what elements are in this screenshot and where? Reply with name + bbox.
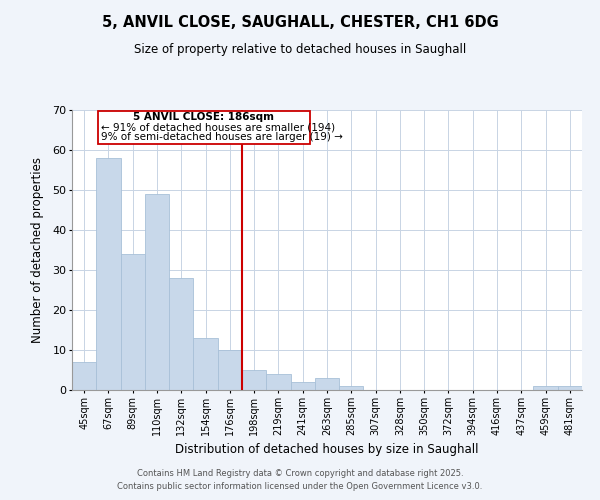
- Y-axis label: Number of detached properties: Number of detached properties: [31, 157, 44, 343]
- Bar: [533, 386, 558, 390]
- Bar: [169, 278, 193, 390]
- Bar: [193, 338, 218, 390]
- Bar: [266, 374, 290, 390]
- Bar: [72, 362, 96, 390]
- Bar: [242, 370, 266, 390]
- Bar: [96, 158, 121, 390]
- Bar: [339, 386, 364, 390]
- Text: Contains public sector information licensed under the Open Government Licence v3: Contains public sector information licen…: [118, 482, 482, 491]
- Bar: [145, 194, 169, 390]
- Text: 5, ANVIL CLOSE, SAUGHALL, CHESTER, CH1 6DG: 5, ANVIL CLOSE, SAUGHALL, CHESTER, CH1 6…: [101, 15, 499, 30]
- Text: 9% of semi-detached houses are larger (19) →: 9% of semi-detached houses are larger (1…: [101, 132, 343, 142]
- Bar: [315, 378, 339, 390]
- Text: Size of property relative to detached houses in Saughall: Size of property relative to detached ho…: [134, 42, 466, 56]
- Text: ← 91% of detached houses are smaller (194): ← 91% of detached houses are smaller (19…: [101, 122, 335, 132]
- Text: 5 ANVIL CLOSE: 186sqm: 5 ANVIL CLOSE: 186sqm: [133, 112, 274, 122]
- Bar: [218, 350, 242, 390]
- Bar: [121, 254, 145, 390]
- Text: Contains HM Land Registry data © Crown copyright and database right 2025.: Contains HM Land Registry data © Crown c…: [137, 468, 463, 477]
- Bar: [290, 382, 315, 390]
- FancyBboxPatch shape: [97, 111, 310, 144]
- Bar: [558, 386, 582, 390]
- X-axis label: Distribution of detached houses by size in Saughall: Distribution of detached houses by size …: [175, 444, 479, 456]
